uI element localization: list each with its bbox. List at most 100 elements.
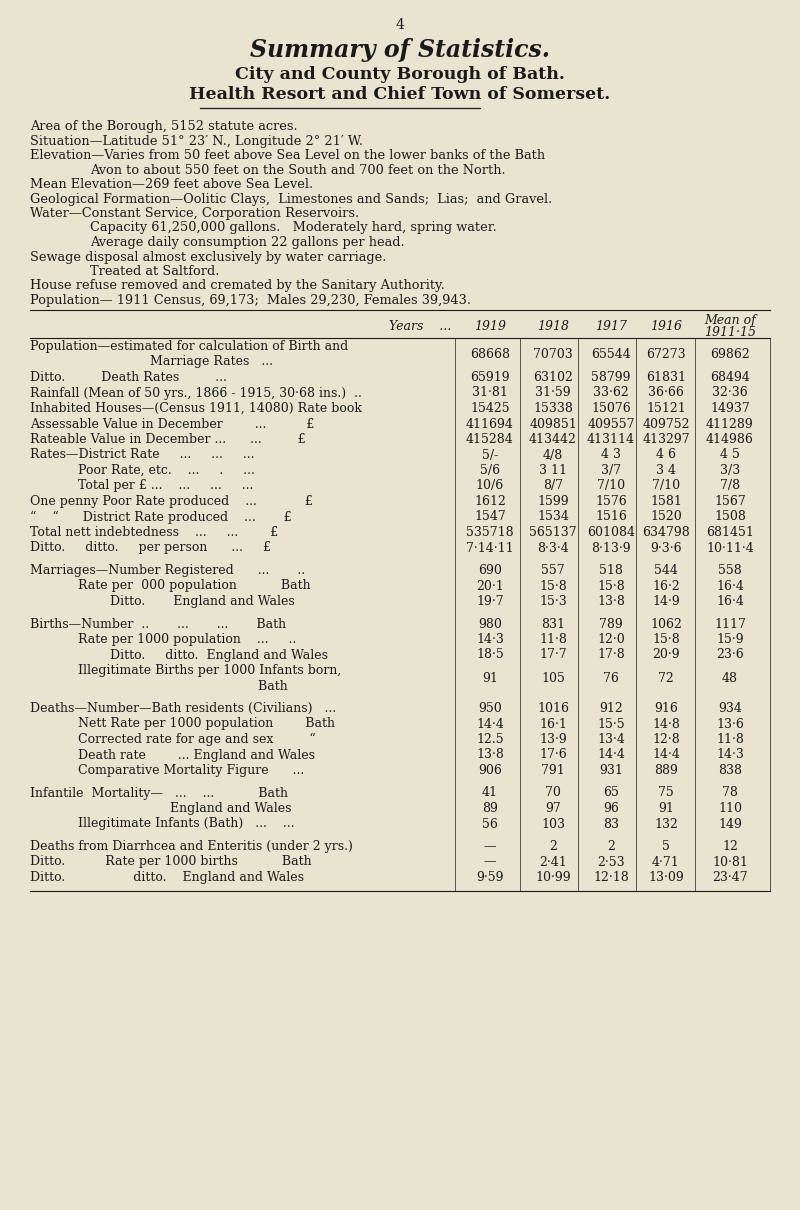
Text: 7·14·11: 7·14·11 (466, 542, 514, 554)
Text: Population—estimated for calculation of Birth and: Population—estimated for calculation of … (30, 340, 348, 353)
Text: 9·3·6: 9·3·6 (650, 542, 682, 554)
Text: 411694: 411694 (466, 417, 514, 431)
Text: 789: 789 (599, 617, 623, 630)
Text: 70703: 70703 (533, 347, 573, 361)
Text: 33·62: 33·62 (593, 386, 629, 399)
Text: 12·0: 12·0 (597, 633, 625, 646)
Text: Ditto.     ditto.     per person      ...     £: Ditto. ditto. per person ... £ (30, 542, 271, 554)
Text: 17·6: 17·6 (539, 749, 567, 761)
Text: 14·9: 14·9 (652, 595, 680, 607)
Text: 1576: 1576 (595, 495, 627, 508)
Text: 518: 518 (599, 564, 623, 577)
Text: 17·8: 17·8 (597, 649, 625, 662)
Text: Deaths—Number—Bath residents (Civilians)   ...: Deaths—Number—Bath residents (Civilians)… (30, 702, 336, 715)
Text: 14·3: 14·3 (476, 633, 504, 646)
Text: 838: 838 (718, 764, 742, 777)
Text: 5: 5 (662, 840, 670, 853)
Text: 75: 75 (658, 786, 674, 800)
Text: 1516: 1516 (595, 511, 627, 524)
Text: Ditto.       England and Wales: Ditto. England and Wales (30, 595, 294, 607)
Text: 2: 2 (549, 840, 557, 853)
Text: 15·8: 15·8 (652, 633, 680, 646)
Text: Assessable Value in December        ...          £: Assessable Value in December ... £ (30, 417, 314, 431)
Text: 68668: 68668 (470, 347, 510, 361)
Text: Marriages—Number Registered      ...       ..: Marriages—Number Registered ... .. (30, 564, 305, 577)
Text: Summary of Statistics.: Summary of Statistics. (250, 38, 550, 62)
Text: 70: 70 (545, 786, 561, 800)
Text: 2: 2 (607, 840, 615, 853)
Text: 906: 906 (478, 764, 502, 777)
Text: 58799: 58799 (591, 371, 630, 384)
Text: 1508: 1508 (714, 511, 746, 524)
Text: 16·2: 16·2 (652, 580, 680, 593)
Text: Ditto.         Death Rates         ...: Ditto. Death Rates ... (30, 371, 227, 384)
Text: England and Wales: England and Wales (30, 802, 291, 816)
Text: 4/8: 4/8 (543, 449, 563, 461)
Text: 15·5: 15·5 (597, 718, 625, 731)
Text: 61831: 61831 (646, 371, 686, 384)
Text: 12·18: 12·18 (593, 871, 629, 885)
Text: 413297: 413297 (642, 433, 690, 446)
Text: City and County Borough of Bath.: City and County Borough of Bath. (235, 67, 565, 83)
Text: 15425: 15425 (470, 402, 510, 415)
Text: 1534: 1534 (537, 511, 569, 524)
Text: Marriage Rates   ...: Marriage Rates ... (30, 356, 273, 369)
Text: 110: 110 (718, 802, 742, 816)
Text: 31·59: 31·59 (535, 386, 571, 399)
Text: Rates—District Rate     ...     ...     ...: Rates—District Rate ... ... ... (30, 449, 254, 461)
Text: Avon to about 550 feet on the South and 700 feet on the North.: Avon to about 550 feet on the South and … (90, 163, 506, 177)
Text: 934: 934 (718, 702, 742, 715)
Text: 76: 76 (603, 672, 619, 685)
Text: Death rate        ... England and Wales: Death rate ... England and Wales (30, 749, 315, 761)
Text: Elevation—Varies from 50 feet above Sea Level on the lower banks of the Bath: Elevation—Varies from 50 feet above Sea … (30, 149, 545, 162)
Text: 5/-: 5/- (482, 449, 498, 461)
Text: 980: 980 (478, 617, 502, 630)
Text: 15121: 15121 (646, 402, 686, 415)
Text: Sewage disposal almost exclusively by water carriage.: Sewage disposal almost exclusively by wa… (30, 250, 386, 264)
Text: 3 4: 3 4 (656, 463, 676, 477)
Text: 535718: 535718 (466, 526, 514, 538)
Text: 791: 791 (541, 764, 565, 777)
Text: 1918: 1918 (537, 319, 569, 333)
Text: 831: 831 (541, 617, 565, 630)
Text: 20·9: 20·9 (652, 649, 680, 662)
Text: 13·8: 13·8 (597, 595, 625, 607)
Text: 601084: 601084 (587, 526, 635, 538)
Text: 10/6: 10/6 (476, 479, 504, 492)
Text: 65: 65 (603, 786, 619, 800)
Text: 1547: 1547 (474, 511, 506, 524)
Text: 91: 91 (482, 672, 498, 685)
Text: 1599: 1599 (537, 495, 569, 508)
Text: 15·8: 15·8 (597, 580, 625, 593)
Text: 16·4: 16·4 (716, 580, 744, 593)
Text: 14·4: 14·4 (597, 749, 625, 761)
Text: 1919: 1919 (474, 319, 506, 333)
Text: 23·6: 23·6 (716, 649, 744, 662)
Text: 63102: 63102 (533, 371, 573, 384)
Text: 565137: 565137 (529, 526, 577, 538)
Text: —: — (484, 840, 496, 853)
Text: One penny Poor Rate produced    ...            £: One penny Poor Rate produced ... £ (30, 495, 313, 508)
Text: 15·8: 15·8 (539, 580, 567, 593)
Text: 12.5: 12.5 (476, 733, 504, 747)
Text: 14·4: 14·4 (652, 749, 680, 761)
Text: Illegitimate Births per 1000 Infants born,: Illegitimate Births per 1000 Infants bor… (30, 664, 342, 678)
Text: Rate per 1000 population    ...     ..: Rate per 1000 population ... .. (30, 633, 296, 646)
Text: 8·13·9: 8·13·9 (591, 542, 631, 554)
Text: 415284: 415284 (466, 433, 514, 446)
Text: House refuse removed and cremated by the Sanitary Authority.: House refuse removed and cremated by the… (30, 280, 445, 293)
Text: 15·9: 15·9 (716, 633, 744, 646)
Text: 889: 889 (654, 764, 678, 777)
Text: 1520: 1520 (650, 511, 682, 524)
Text: Deaths from Diarrhcea and Enteritis (under 2 yrs.): Deaths from Diarrhcea and Enteritis (und… (30, 840, 353, 853)
Text: Corrected rate for age and sex         “: Corrected rate for age and sex “ (30, 733, 316, 747)
Text: 414986: 414986 (706, 433, 754, 446)
Text: 91: 91 (658, 802, 674, 816)
Text: 557: 557 (541, 564, 565, 577)
Text: 17·7: 17·7 (539, 649, 567, 662)
Text: Comparative Mortality Figure      ...: Comparative Mortality Figure ... (30, 764, 304, 777)
Text: 1612: 1612 (474, 495, 506, 508)
Text: 409851: 409851 (529, 417, 577, 431)
Text: 1062: 1062 (650, 617, 682, 630)
Text: Nett Rate per 1000 population        Bath: Nett Rate per 1000 population Bath (30, 718, 335, 731)
